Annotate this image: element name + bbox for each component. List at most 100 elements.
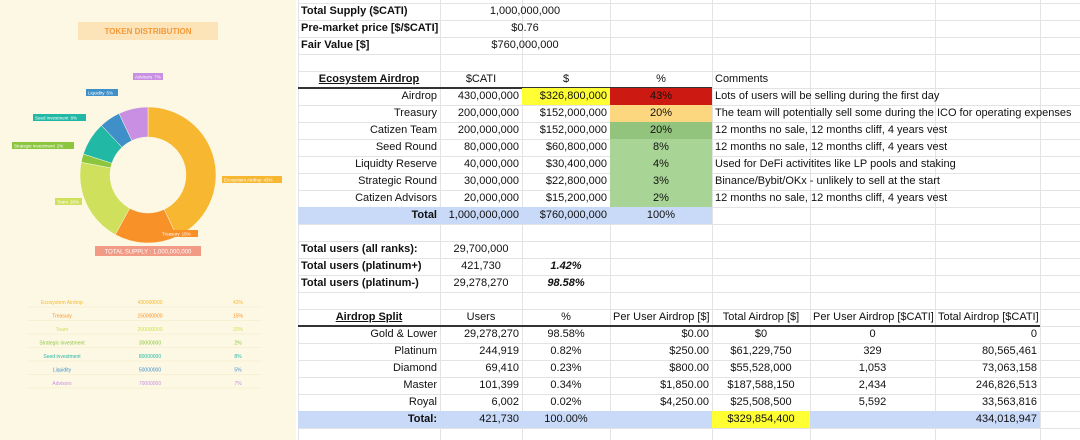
slice-pct: 43% [264, 178, 273, 183]
header-cell: Per User Airdrop [$] [613, 311, 710, 323]
table-pct: 43% [233, 300, 244, 306]
grid-line [298, 377, 1080, 378]
grid-line [298, 258, 1080, 259]
panel-title: TOKEN DISTRIBUTION [105, 27, 192, 36]
cell: 29,278,270 [463, 328, 519, 340]
slice-pct: 7% [154, 75, 161, 80]
comment: Lots of users will be selling during the… [715, 90, 940, 102]
cell: $760,000,000 [491, 39, 559, 51]
header-cell: Comments [715, 73, 769, 85]
grid-line [1040, 0, 1041, 440]
header-cell: Total Airdrop [$CATI] [938, 311, 1039, 323]
slice-label: Strategic investment 2% [14, 144, 63, 149]
cell: 244,919 [479, 345, 519, 357]
cell: $0 [754, 328, 768, 340]
grid-line [298, 241, 1080, 242]
table-name: Treasury [52, 314, 72, 320]
cell: 4% [610, 156, 712, 173]
table-pct: 2% [234, 341, 242, 347]
table-name: Ecosystem Airdrop [41, 300, 83, 306]
grid-line [298, 428, 1080, 429]
header-rule [298, 87, 712, 89]
cell: 40,000,000 [463, 158, 519, 170]
grid-line [298, 54, 1080, 55]
header-cell: Airdrop Split [335, 311, 403, 323]
header-rule [298, 325, 1040, 327]
comment: 12 months no sale, 12 months cliff, 4 ye… [715, 124, 948, 136]
cell: 6,002 [491, 396, 519, 408]
comment: 12 months no sale, 12 months cliff, 4 ye… [715, 141, 948, 153]
table-name: Advisors [52, 381, 72, 387]
cell: $60,800,000 [545, 141, 607, 153]
cell: $4,250.00 [660, 396, 709, 408]
table-pct: 7% [234, 381, 242, 387]
table-amount: 80000000 [139, 354, 161, 360]
grid-line [712, 0, 713, 440]
cell: 20% [610, 105, 712, 122]
cell: 1.42% [550, 260, 582, 272]
cell: Total users (platinum+) [301, 260, 422, 272]
comment: 12 months no sale, 12 months cliff, 4 ye… [715, 192, 948, 204]
cell: 0.34% [550, 379, 582, 391]
cell: 434,018,947 [975, 413, 1037, 425]
cell: 200,000,000 [457, 107, 519, 119]
slice-label: Advisors 7% [135, 75, 161, 80]
grid-line [298, 275, 1080, 276]
cell: 73,063,158 [981, 362, 1037, 374]
slice-label-box [33, 114, 86, 121]
slice-label-box [160, 230, 198, 237]
cell: 0 [869, 328, 876, 340]
cell: 30,000,000 [463, 175, 519, 187]
cell: Platinum [394, 345, 437, 357]
table-name: Liquidity [53, 368, 72, 374]
total-band [298, 207, 712, 224]
table-amount: 30000000 [139, 341, 161, 347]
slice-label-box [133, 73, 163, 80]
cell: $250.00 [669, 345, 709, 357]
cell: 69,410 [485, 362, 519, 374]
cell: 0.82% [550, 345, 582, 357]
cell: Catizen Team [369, 124, 437, 136]
total-box [95, 246, 201, 256]
grid-line [298, 37, 1080, 38]
slice-pct: 8% [71, 116, 78, 121]
slice-label-box [222, 176, 282, 183]
cell: 98.58% [547, 277, 585, 289]
cell: 29,700,000 [453, 243, 509, 255]
cell: 100% [646, 209, 676, 221]
slice-name: Treasury [162, 232, 180, 237]
cell: $0.76 [511, 22, 539, 34]
cell: 421,730 [479, 413, 519, 425]
cell: 80,000,000 [463, 141, 519, 153]
grid-line [298, 20, 1080, 21]
header-cell: % [561, 311, 571, 323]
slice-name: Ecosystem Airdrop [224, 178, 262, 183]
total-band [298, 411, 1040, 428]
cell: Master [403, 379, 437, 391]
grid-line [298, 3, 1080, 4]
cell: Catizen Advisors [355, 192, 437, 204]
header-cell: % [656, 73, 666, 85]
cell: 2% [610, 190, 712, 207]
grid-line [298, 71, 1080, 72]
slice-label: Liquidity 5% [88, 91, 113, 96]
cell: $25,508,500 [730, 396, 792, 408]
cell: 101,399 [479, 379, 519, 391]
cell: Total: [407, 413, 437, 425]
cell: Strategic Round [358, 175, 437, 187]
slice-name: Team [57, 200, 68, 205]
cell: 200,000,000 [457, 124, 519, 136]
slice-label-box [55, 198, 82, 205]
cell: $800.00 [669, 362, 709, 374]
comment: The team will potentially sell some duri… [715, 107, 1072, 119]
table-amount: 150000000 [137, 314, 162, 320]
slice-pct: 15% [182, 232, 191, 237]
slice-label: Treasury 15% [162, 232, 191, 237]
cell: $15,200,000 [545, 192, 607, 204]
grid-line [298, 224, 1080, 225]
table-pct: 8% [234, 354, 242, 360]
cell: Royal [408, 396, 437, 408]
table-name: Strategic investment [39, 341, 85, 347]
cell: 100.00% [544, 413, 588, 425]
slice-name: Liquidity [88, 91, 105, 96]
